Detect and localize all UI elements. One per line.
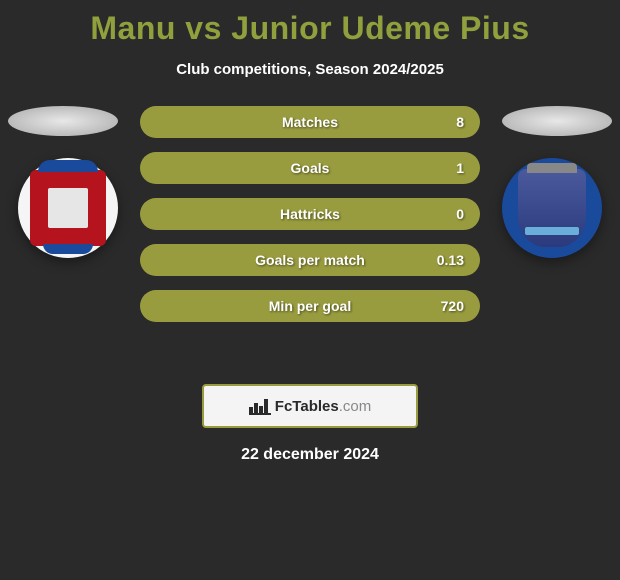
badge-circle-icon (502, 158, 602, 258)
shield-icon (30, 170, 106, 246)
brand-text: FcTables.com (275, 398, 371, 415)
stat-row-goals: Goals 1 (140, 152, 480, 184)
stat-bars: Matches 8 Goals 1 Hattricks 0 Goals per … (140, 106, 480, 336)
stat-row-goals-per-match: Goals per match 0.13 (140, 244, 480, 276)
date-text: 22 december 2024 (0, 446, 620, 464)
page-subtitle: Club competitions, Season 2024/2025 (0, 61, 620, 78)
castle-icon (48, 188, 88, 228)
stripe-icon (525, 227, 579, 235)
team-badge-right (502, 158, 602, 258)
badge-circle-icon (18, 158, 118, 258)
stat-right-value: 8 (404, 114, 464, 130)
stat-label: Matches (216, 114, 404, 130)
player-oval-left (8, 106, 118, 136)
stat-right-value: 1 (404, 160, 464, 176)
stat-right-value: 720 (404, 298, 464, 314)
brand-box: FcTables.com (202, 384, 418, 428)
stat-label: Hattricks (216, 206, 404, 222)
stat-row-matches: Matches 8 (140, 106, 480, 138)
stat-label: Min per goal (216, 298, 404, 314)
shield-icon (518, 169, 586, 247)
team-badge-left (18, 158, 118, 258)
stat-row-min-per-goal: Min per goal 720 (140, 290, 480, 322)
stat-label: Goals per match (216, 252, 404, 268)
page-title: Manu vs Junior Udeme Pius (0, 0, 620, 47)
stat-right-value: 0.13 (404, 252, 464, 268)
stat-right-value: 0 (404, 206, 464, 222)
bar-chart-icon (249, 397, 271, 415)
stat-label: Goals (216, 160, 404, 176)
stat-row-hattricks: Hattricks 0 (140, 198, 480, 230)
comparison-panel: Matches 8 Goals 1 Hattricks 0 Goals per … (0, 106, 620, 366)
player-oval-right (502, 106, 612, 136)
